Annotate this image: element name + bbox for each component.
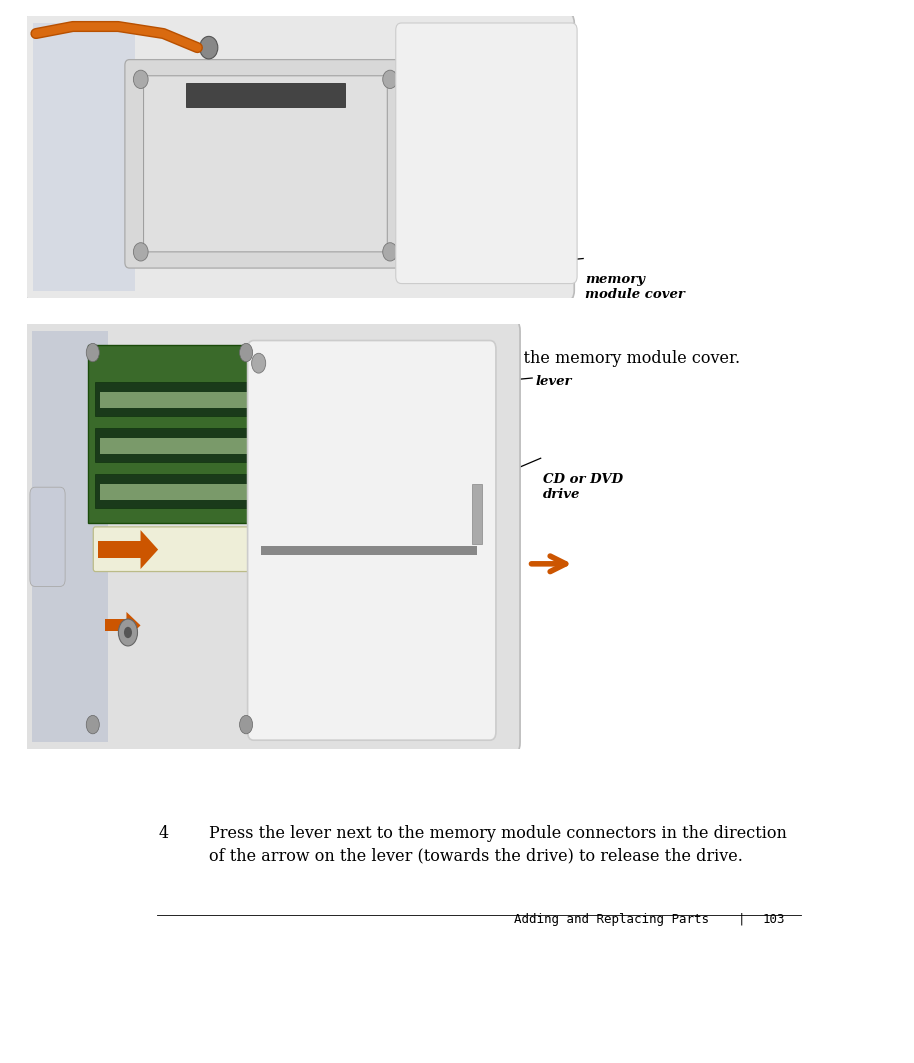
FancyBboxPatch shape: [396, 23, 577, 284]
Text: of the arrow on the lever (towards the drive) to release the drive.: of the arrow on the lever (towards the d…: [209, 848, 743, 865]
Text: screw: screw: [283, 720, 325, 732]
Text: 103: 103: [762, 913, 785, 926]
Circle shape: [199, 36, 218, 58]
FancyBboxPatch shape: [143, 75, 388, 252]
Text: Adding and Replacing Parts: Adding and Replacing Parts: [515, 913, 709, 926]
Text: 3: 3: [158, 350, 168, 367]
Bar: [101, 438, 256, 454]
Bar: [88, 345, 279, 523]
Bar: [186, 83, 345, 107]
Polygon shape: [141, 530, 158, 569]
Text: lever: lever: [536, 375, 572, 388]
Text: 4: 4: [158, 825, 168, 842]
Circle shape: [383, 242, 398, 261]
Circle shape: [124, 627, 132, 638]
Circle shape: [251, 353, 266, 373]
FancyBboxPatch shape: [125, 60, 406, 268]
Circle shape: [239, 343, 252, 361]
Bar: [95, 383, 266, 417]
Polygon shape: [322, 528, 342, 571]
Text: memory
module cover: memory module cover: [585, 273, 686, 301]
Circle shape: [86, 715, 100, 733]
Text: |: |: [738, 913, 745, 926]
FancyBboxPatch shape: [30, 487, 65, 587]
Bar: [101, 392, 256, 408]
Polygon shape: [126, 612, 141, 639]
FancyBboxPatch shape: [25, 13, 574, 301]
Text: CD or DVD
drive: CD or DVD drive: [543, 473, 623, 501]
Circle shape: [133, 70, 148, 88]
Bar: [101, 485, 256, 500]
Bar: [473, 484, 483, 544]
Bar: [261, 546, 477, 555]
Bar: [98, 541, 141, 558]
Circle shape: [119, 619, 137, 646]
Bar: [95, 428, 266, 462]
Circle shape: [239, 715, 252, 733]
Text: screw: screw: [528, 139, 571, 152]
Bar: [105, 620, 126, 631]
Bar: [33, 23, 135, 290]
Text: Remove the screw labeled "O" next to the memory module cover.: Remove the screw labeled "O" next to the…: [209, 350, 740, 367]
Bar: [33, 332, 108, 742]
Circle shape: [133, 242, 148, 261]
Text: Press the lever next to the memory module connectors in the direction: Press the lever next to the memory modul…: [209, 825, 787, 842]
Circle shape: [86, 343, 100, 361]
Bar: [286, 540, 322, 559]
FancyBboxPatch shape: [248, 340, 496, 740]
FancyBboxPatch shape: [93, 527, 268, 572]
FancyBboxPatch shape: [22, 317, 520, 757]
Circle shape: [383, 70, 398, 88]
Bar: [95, 474, 266, 508]
